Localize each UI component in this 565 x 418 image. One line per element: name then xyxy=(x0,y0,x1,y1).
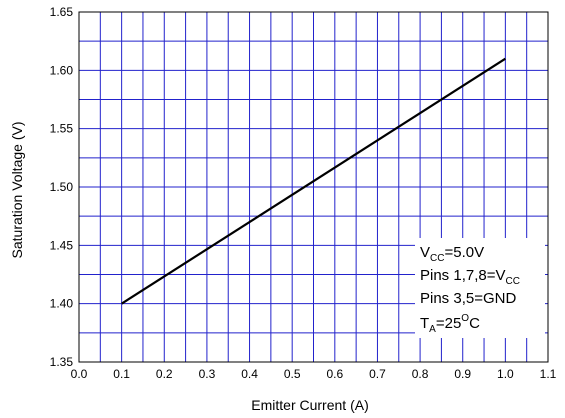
x-tick-label: 0.3 xyxy=(199,367,216,381)
y-tick-label: 1.65 xyxy=(50,5,74,19)
x-tick-labels: 0.0 0.1 0.2 0.3 0.4 0.5 0.6 0.7 0.8 0.9 1.0 1.1 xyxy=(71,367,557,381)
x-tick-label: 0.1 xyxy=(113,367,130,381)
annotation-box xyxy=(415,238,545,338)
x-tick-label: 0.2 xyxy=(156,367,173,381)
x-tick-label: 0.4 xyxy=(241,367,258,381)
x-tick-label: 0.9 xyxy=(454,367,471,381)
x-tick-label: 1.1 xyxy=(540,367,557,381)
y-tick-labels: 1.35 1.40 1.45 1.50 1.55 1.60 1.65 xyxy=(50,5,74,369)
x-tick-label: 0.5 xyxy=(284,367,301,381)
annotation-pins-vcc: Pins 1,7,8=VCC xyxy=(420,267,520,287)
annotation-temp: TA=25OC xyxy=(420,313,480,335)
series xyxy=(121,57,506,305)
annotation-pins-gnd: Pins 3,5=GND xyxy=(420,290,516,307)
y-tick-label: 1.60 xyxy=(50,63,74,77)
x-tick-label: 0.7 xyxy=(369,367,386,381)
y-tick-label: 1.40 xyxy=(50,297,74,311)
plot-frame xyxy=(78,11,549,363)
y-tick-label: 1.45 xyxy=(50,238,74,252)
annotation-vcc: VCC=5.0V xyxy=(420,244,484,264)
y-axis-label: Saturation Voltage (V) xyxy=(9,122,25,259)
y-tick-label: 1.50 xyxy=(50,180,74,194)
x-tick-label: 1.0 xyxy=(497,367,514,381)
x-tick-label: 0.6 xyxy=(326,367,343,381)
series-line xyxy=(121,57,506,305)
x-tick-label: 0.0 xyxy=(71,367,88,381)
x-tick-label: 0.8 xyxy=(412,367,429,381)
y-tick-label: 1.35 xyxy=(50,355,74,369)
y-tick-label: 1.55 xyxy=(50,122,74,136)
x-axis-label: Emitter Current (A) xyxy=(251,397,368,413)
